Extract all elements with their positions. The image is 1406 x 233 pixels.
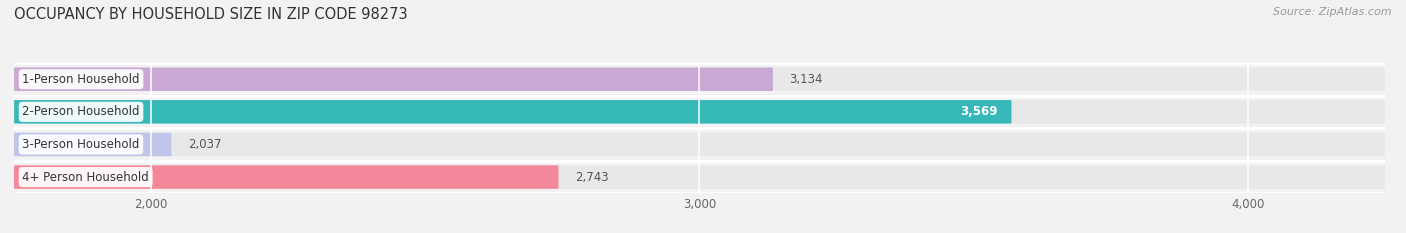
Text: 3-Person Household: 3-Person Household [22, 138, 139, 151]
Text: OCCUPANCY BY HOUSEHOLD SIZE IN ZIP CODE 98273: OCCUPANCY BY HOUSEHOLD SIZE IN ZIP CODE … [14, 7, 408, 22]
FancyBboxPatch shape [14, 165, 558, 189]
FancyBboxPatch shape [14, 68, 773, 91]
Text: 2,743: 2,743 [575, 171, 609, 184]
FancyBboxPatch shape [14, 133, 1385, 156]
Text: 2,037: 2,037 [188, 138, 221, 151]
Text: 3,134: 3,134 [789, 73, 823, 86]
Text: 1-Person Household: 1-Person Household [22, 73, 139, 86]
FancyBboxPatch shape [14, 133, 172, 156]
FancyBboxPatch shape [14, 100, 1011, 123]
Text: 4+ Person Household: 4+ Person Household [22, 171, 149, 184]
FancyBboxPatch shape [14, 68, 1385, 91]
Text: 2-Person Household: 2-Person Household [22, 105, 139, 118]
Text: Source: ZipAtlas.com: Source: ZipAtlas.com [1274, 7, 1392, 17]
Text: 3,569: 3,569 [960, 105, 998, 118]
FancyBboxPatch shape [14, 165, 1385, 189]
FancyBboxPatch shape [14, 100, 1385, 123]
